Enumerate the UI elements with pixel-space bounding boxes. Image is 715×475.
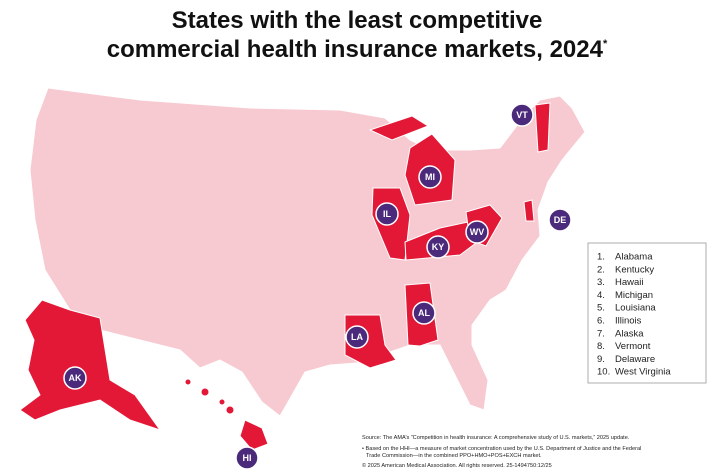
label-badge: [63, 366, 87, 390]
rank-number: 4.: [597, 290, 605, 301]
rank-number: 7.: [597, 328, 605, 339]
rank-state: Louisiana: [615, 303, 656, 314]
us-map: [19, 87, 586, 451]
island: [239, 419, 269, 451]
title-line: States with the least competitive: [172, 7, 543, 34]
rank-state: Kentucky: [615, 264, 654, 275]
island: [184, 378, 192, 386]
footnote: • Based on the HHI—a measure of market c…: [362, 446, 641, 452]
title-line: commercial health insurance markets, 202…: [107, 36, 604, 63]
state-label: VT: [516, 110, 528, 120]
island: [225, 405, 235, 415]
label-badge: [375, 202, 399, 226]
rank-state: West Virginia: [615, 367, 671, 378]
rank-number: 3.: [597, 277, 605, 288]
rank-number: 8.: [597, 341, 605, 352]
alaska: [19, 299, 162, 431]
island: [200, 387, 210, 397]
footnotes: Source: The AMA’s “Competition in health…: [362, 435, 641, 469]
state-label: HI: [243, 453, 252, 463]
rank-number: 2.: [597, 264, 605, 275]
state-label: AK: [69, 373, 82, 383]
footnote: © 2025 American Medical Association. All…: [362, 462, 552, 469]
state-labels: VT MI DE IL KY WV LA AL AK HI: [63, 103, 572, 470]
michigan-upper: [368, 115, 430, 141]
label-badge: [426, 235, 450, 259]
state-label: AL: [418, 308, 430, 318]
state-label: WV: [470, 227, 485, 237]
delaware: [523, 199, 535, 222]
footnote: Trade Commission—in the combined PPO+HMO…: [366, 453, 542, 459]
rank-number: 5.: [597, 303, 605, 314]
rank-number: 10.: [597, 367, 610, 378]
rank-state: Alabama: [615, 252, 653, 263]
label-badge: [235, 446, 259, 470]
hawaii: [184, 378, 269, 451]
title-line: commercial health insurance markets, 202…: [107, 36, 608, 63]
state-label: KY: [432, 242, 445, 252]
rank-number: 1.: [597, 252, 605, 263]
title-mark: *: [603, 38, 608, 50]
label-badge: [412, 301, 436, 325]
rank-state: Illinois: [615, 316, 642, 327]
rank-number: 6.: [597, 316, 605, 327]
mainland: [29, 87, 586, 417]
label-badge: [548, 208, 572, 232]
state-label: MI: [425, 172, 435, 182]
label-badge: [345, 325, 369, 349]
rank-state: Michigan: [615, 290, 653, 301]
ranking-list: 1. Alabama 2. Kentucky 3. Hawaii 4. Michigan 5. L…: [597, 252, 671, 378]
rank-number: 9.: [597, 354, 605, 365]
state-label: LA: [351, 332, 363, 342]
label-badge: [465, 220, 489, 244]
state-label: DE: [554, 215, 567, 225]
island: [218, 398, 226, 406]
vermont: [534, 102, 551, 153]
legend-box: [587, 242, 707, 384]
rank-state: Vermont: [615, 341, 651, 352]
rank-state: Hawaii: [615, 277, 644, 288]
footnote: Source: The AMA’s “Competition in health…: [362, 435, 630, 441]
rank-state: Delaware: [615, 354, 655, 365]
label-badge: [510, 103, 534, 127]
state-label: IL: [383, 209, 392, 219]
label-badge: [418, 165, 442, 189]
rank-state: Alaska: [615, 328, 644, 339]
